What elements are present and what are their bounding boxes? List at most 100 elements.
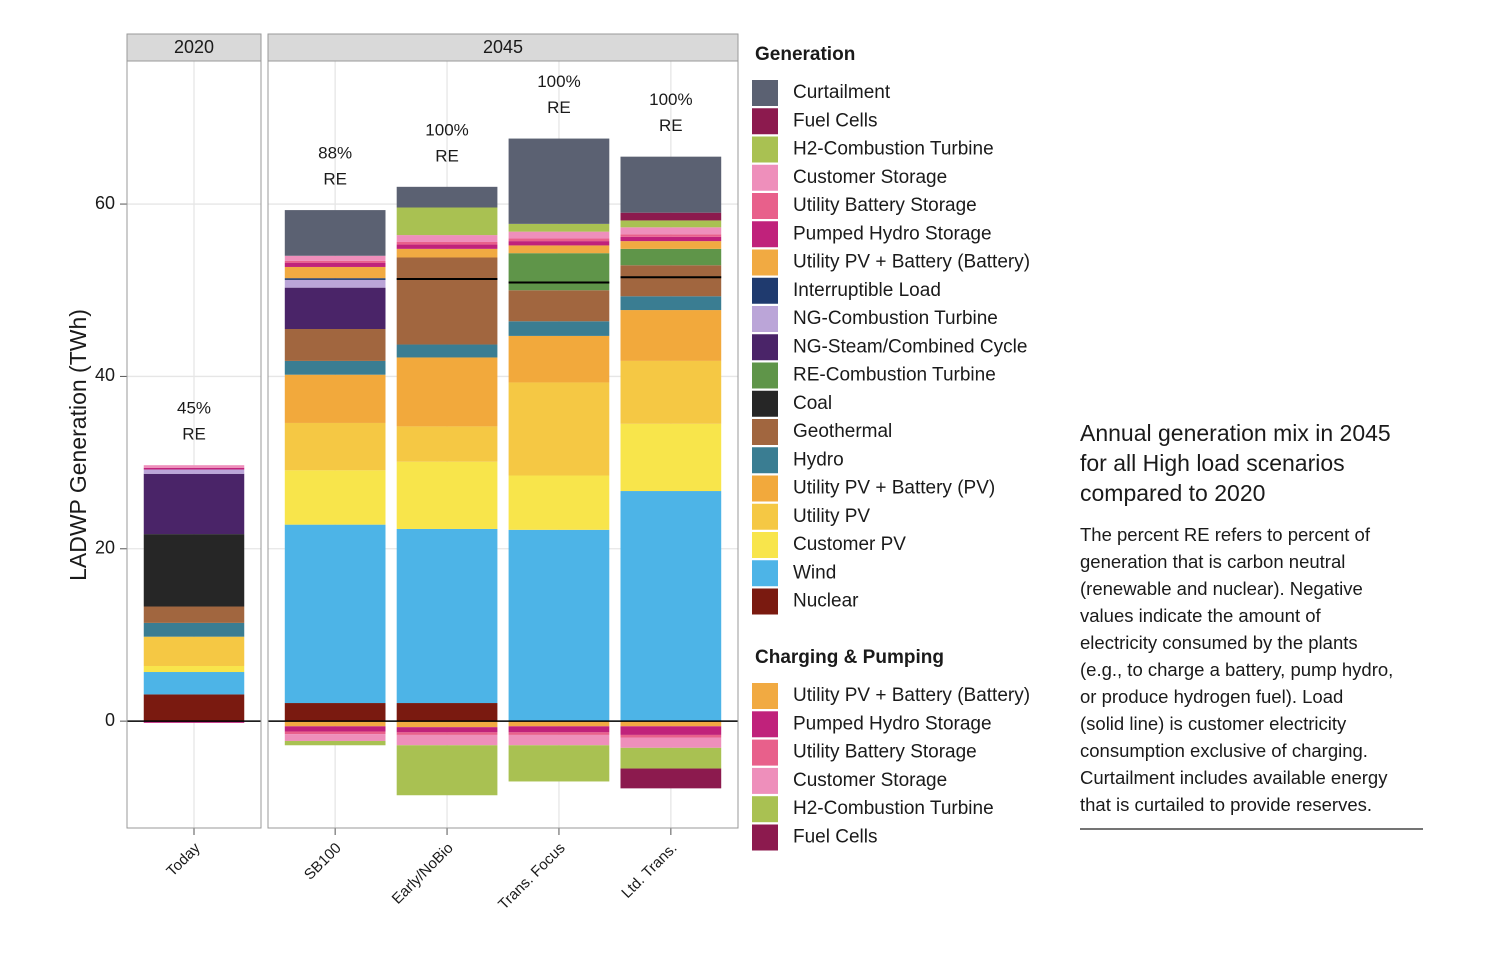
charging-segment bbox=[620, 726, 722, 735]
caption-title: Annual generation mix in 2045 bbox=[1080, 420, 1391, 446]
re-label: RE bbox=[547, 98, 571, 117]
legend-label: Customer PV bbox=[793, 534, 906, 555]
charging-segment bbox=[508, 745, 610, 782]
charging-segment bbox=[508, 734, 610, 746]
legend-swatch bbox=[752, 136, 778, 163]
facet-label: 2020 bbox=[174, 37, 214, 57]
legend-swatch bbox=[752, 80, 778, 106]
bar-segment bbox=[508, 231, 610, 239]
bar-segment bbox=[284, 255, 386, 261]
bar-segment bbox=[620, 220, 722, 228]
legend-label: Utility PV bbox=[793, 506, 870, 527]
bar-segment bbox=[508, 253, 610, 291]
legend-label: Geothermal bbox=[793, 421, 892, 442]
charging-segment bbox=[284, 731, 386, 735]
charging-segment bbox=[620, 734, 722, 738]
bar-segment bbox=[284, 278, 386, 280]
caption-text: electricity consumed by the plants bbox=[1080, 632, 1358, 653]
bar-segment bbox=[143, 672, 245, 695]
bar-segment bbox=[620, 248, 722, 266]
re-label: RE bbox=[182, 425, 206, 444]
bar-segment bbox=[396, 528, 498, 704]
facet-strip bbox=[126, 33, 262, 62]
legend-label: Customer Storage bbox=[793, 770, 947, 791]
facet-strip bbox=[267, 33, 739, 62]
bar-segment bbox=[396, 244, 498, 249]
legend-swatch bbox=[752, 221, 778, 248]
bar-segment bbox=[620, 310, 722, 361]
bar-segment bbox=[284, 210, 386, 256]
bar-segment bbox=[620, 491, 722, 722]
caption-text: (renewable and nuclear). Negative bbox=[1080, 578, 1363, 599]
bar-segment bbox=[620, 236, 722, 242]
charging-segment bbox=[620, 747, 722, 769]
bar-segment bbox=[284, 329, 386, 361]
legend-swatch bbox=[752, 193, 778, 219]
bar-segment bbox=[396, 344, 498, 358]
y-tick-label: 0 bbox=[105, 710, 115, 730]
charging-segment bbox=[620, 737, 722, 748]
bar-segment bbox=[143, 636, 245, 666]
bar-segment bbox=[143, 694, 245, 722]
legend-label: Customer Storage bbox=[793, 167, 947, 188]
bar-segment bbox=[143, 473, 245, 535]
bar-segment bbox=[284, 262, 386, 267]
charging-segment bbox=[284, 734, 386, 741]
legend-swatch bbox=[752, 532, 778, 558]
legend-swatch bbox=[752, 164, 778, 191]
legend-label: Utility Battery Storage bbox=[793, 742, 977, 763]
bar-segment bbox=[508, 382, 610, 476]
legend-label: H2-Combustion Turbine bbox=[793, 798, 994, 819]
legend-label: Utility PV + Battery (PV) bbox=[793, 478, 995, 499]
bar-segment bbox=[284, 287, 386, 330]
legend-label: Utility PV + Battery (Battery) bbox=[793, 685, 1030, 706]
re-label: 88% bbox=[318, 144, 352, 163]
y-axis-label: LADWP Generation (TWh) bbox=[65, 309, 91, 581]
legend-swatch bbox=[752, 767, 778, 794]
bar-segment bbox=[143, 622, 245, 637]
caption-text: (e.g., to charge a battery, pump hydro, bbox=[1080, 659, 1393, 680]
bar-segment bbox=[620, 212, 722, 221]
legend-swatch bbox=[752, 108, 778, 135]
bar-segment bbox=[396, 235, 498, 242]
bar-segment bbox=[508, 245, 610, 254]
legend-swatch bbox=[752, 588, 778, 615]
caption-text: Curtailment includes available energy bbox=[1080, 767, 1388, 788]
caption-title: for all High load scenarios bbox=[1080, 450, 1345, 476]
legend-label: Nuclear bbox=[793, 591, 859, 612]
charging-segment bbox=[508, 726, 610, 733]
bar-segment bbox=[284, 374, 386, 423]
legend-swatch bbox=[752, 306, 778, 332]
bar-segment bbox=[508, 335, 610, 383]
legend-swatch bbox=[752, 503, 778, 530]
legend-swatch bbox=[752, 334, 778, 361]
bar-segment bbox=[620, 234, 722, 237]
legend-label: Fuel Cells bbox=[793, 827, 877, 848]
bar-segment bbox=[508, 223, 610, 232]
legend-title: Charging & Pumping bbox=[755, 647, 944, 668]
bar-segment bbox=[620, 227, 722, 235]
bar-segment bbox=[620, 423, 722, 492]
panel-border bbox=[267, 60, 739, 829]
legend-swatch bbox=[752, 475, 778, 502]
bar-segment bbox=[396, 248, 498, 258]
charging-segment bbox=[284, 740, 386, 746]
y-tick-label: 20 bbox=[95, 538, 115, 558]
bar-segment bbox=[396, 461, 498, 529]
legend-label: Wind bbox=[793, 562, 836, 583]
bar-segment bbox=[284, 703, 386, 722]
charging-segment bbox=[284, 726, 386, 732]
legend-label: Pumped Hydro Storage bbox=[793, 223, 992, 244]
charging-segment bbox=[396, 745, 498, 796]
bar-segment bbox=[620, 360, 722, 424]
bar-segment bbox=[620, 156, 722, 213]
y-tick-label: 60 bbox=[95, 193, 115, 213]
legend-swatch bbox=[752, 390, 778, 417]
legend-swatch bbox=[752, 362, 778, 389]
caption-text: or produce hydrogen fuel). Load bbox=[1080, 686, 1343, 707]
bar-segment bbox=[284, 422, 386, 471]
legend-swatch bbox=[752, 249, 778, 276]
re-label: 100% bbox=[537, 72, 580, 91]
re-label: 45% bbox=[177, 399, 211, 418]
